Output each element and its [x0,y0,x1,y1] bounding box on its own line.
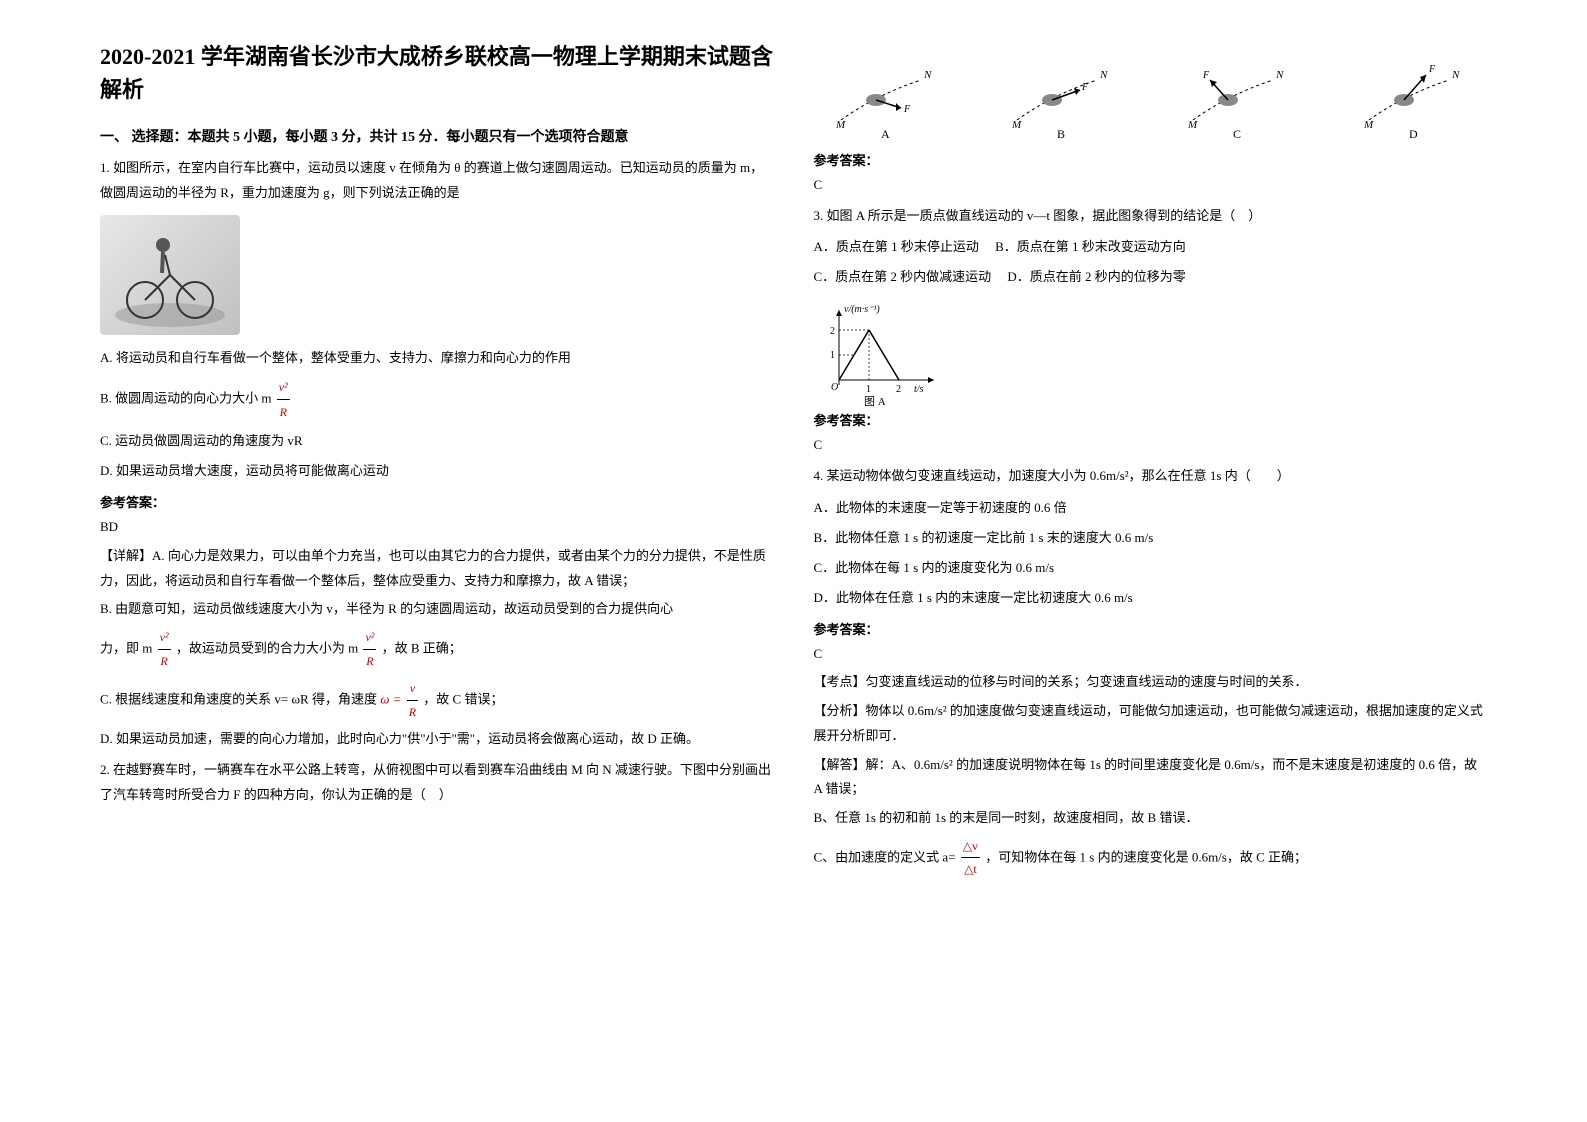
q3-optD: D．质点在前 2 秒内的位移为零 [1007,269,1185,284]
q1-explain3-suffix: ，故 C 错误； [423,691,503,706]
q1-explain2-frac2: v²R [363,626,376,673]
q1-optB: B. 做圆周运动的向心力大小 m v²R [100,375,774,424]
q1-explain3-prefix: C. 根据线速度和角速度的关系 v= ωR 得，角速度 [100,691,377,706]
q2-text: 2. 在越野赛车时，一辆赛车在水平公路上转弯，从俯视图中可以看到赛车沿曲线由 M… [100,758,774,807]
q2-label-D: D [1409,127,1418,140]
q1-explain2-frac1: v²R [158,626,171,673]
q3-optCD: C．质点在第 2 秒内做减速运动 D．质点在前 2 秒内的位移为零 [814,264,1488,290]
svg-text:M: M [835,119,846,131]
section-header: 一、 选择题：本题共 5 小题，每小题 3 分，共计 15 分．每小题只有一个选… [100,126,774,146]
svg-text:M: M [1187,119,1198,131]
q2-label-A: A [881,127,890,140]
svg-text:F: F [1202,70,1210,81]
page-container: 2020-2021 学年湖南省长沙市大成桥乡联校高一物理上学期期末试题含解析 一… [0,0,1587,925]
q4-kaodian: 【考点】匀变速直线运动的位移与时间的关系；匀变速直线运动的速度与时间的关系． [814,670,1488,695]
q1-explain2-mid: 力，即 m [100,640,152,655]
omega-formula: ω = [380,691,404,706]
svg-text:O: O [831,382,838,393]
q3-graph: 2 1 O 1 2 t/s v/(m·s⁻¹) 图 A [814,300,934,400]
q1-explain2-suffix: ，故 B 正确； [382,640,462,655]
svg-text:N: N [1099,69,1108,81]
q4-jieda3-frac: △v△t [961,835,980,882]
q2-diagram-A: M N F A [826,50,946,140]
q3-optAB: A．质点在第 1 秒末停止运动 B．质点在第 1 秒末改变运动方向 [814,234,1488,260]
q1-image [100,215,774,335]
svg-text:N: N [1275,69,1284,81]
q4-optA: A．此物体的末速度一定等于初速度的 0.6 倍 [814,495,1488,521]
q2-diagram-B: M N F B [1002,50,1122,140]
svg-text:N: N [1451,69,1460,81]
q4-jieda3-prefix: C、由加速度的定义式 a= [814,849,956,864]
q2-answer-label: 参考答案： [814,150,1488,169]
svg-text:2: 2 [896,384,901,395]
q2-answer: C [814,173,1488,198]
q3-text: 3. 如图 A 所示是一质点做直线运动的 v—t 图象，据此图象得到的结论是（ … [814,204,1488,229]
q1-answer-label: 参考答案： [100,492,774,511]
right-column: M N F A M N F B [814,40,1488,885]
q4-answer-label: 参考答案： [814,619,1488,638]
q1-explain1: 【详解】A. 向心力是效果力，可以由单个力充当，也可以由其它力的合力提供，或者由… [100,544,774,593]
svg-text:2: 2 [830,326,835,337]
q1-explain2a: B. 由题意可知，运动员做线速度大小为 v，半径为 R 的匀速圆周运动，故运动员… [100,597,774,622]
q2-diagram-C: M N F C [1178,50,1298,140]
q3-xlabel: t/s [914,384,924,395]
q4-answer: C [814,642,1488,667]
q4-jieda2: B、任意 1s 的初和前 1s 的末是同一时刻，故速度相同，故 B 错误． [814,806,1488,831]
svg-text:F: F [1081,82,1089,93]
svg-text:M: M [1363,119,1374,131]
q4-optB: B．此物体任意 1 s 的初速度一定比前 1 s 末的速度大 0.6 m/s [814,525,1488,551]
q1-optB-fraction: v²R [277,375,290,424]
q3-optC: C．质点在第 2 秒内做减速运动 [814,269,992,284]
bike-illustration [100,215,240,335]
q1-optB-prefix: B. 做圆周运动的向心力大小 m [100,391,272,406]
q3-optA: A．质点在第 1 秒末停止运动 [814,239,979,254]
q1-optA: A. 将运动员和自行车看做一个整体，整体受重力、支持力、摩擦力和向心力的作用 [100,345,774,371]
svg-text:M: M [1011,119,1022,131]
q2-diagrams: M N F A M N F B [814,50,1488,140]
q3-answer: C [814,433,1488,458]
q3-graph-label: 图 A [864,395,886,408]
svg-text:1: 1 [866,384,871,395]
q1-explain3: C. 根据线速度和角速度的关系 v= ωR 得，角速度 ω = vR ，故 C … [100,677,774,724]
svg-text:1: 1 [830,350,835,361]
q2-diagram-D: M N F D [1354,50,1474,140]
q4-jieda3-suffix: ，可知物体在每 1 s 内的速度变化是 0.6m/s，故 C 正确； [985,849,1307,864]
exam-title: 2020-2021 学年湖南省长沙市大成桥乡联校高一物理上学期期末试题含解析 [100,40,774,106]
q2-label-C: C [1233,127,1241,140]
q4-optC: C．此物体在每 1 s 内的速度变化为 0.6 m/s [814,555,1488,581]
q4-text: 4. 某运动物体做匀变速直线运动，加速度大小为 0.6m/s²，那么在任意 1s… [814,464,1488,489]
q1-optD: D. 如果运动员增大速度，运动员将可能做离心运动 [100,458,774,484]
q4-jieda1: 【解答】解：A、0.6m/s² 的加速度说明物体在每 1s 的时间里速度变化是 … [814,753,1488,802]
q1-explain3-frac: vR [407,677,418,724]
q1-text: 1. 如图所示，在室内自行车比赛中，运动员以速度 v 在倾角为 θ 的赛道上做匀… [100,156,774,205]
q1-explain4: D. 如果运动员加速，需要的向心力增加，此时向心力"供"小于"需"，运动员将会做… [100,727,774,752]
q1-answer: BD [100,515,774,540]
q1-optC: C. 运动员做圆周运动的角速度为 vR [100,428,774,454]
svg-text:F: F [1428,64,1436,75]
left-column: 2020-2021 学年湖南省长沙市大成桥乡联校高一物理上学期期末试题含解析 一… [100,40,774,885]
q4-jieda3: C、由加速度的定义式 a= △v△t ，可知物体在每 1 s 内的速度变化是 0… [814,835,1488,882]
q1-explain2b: 力，即 m v²R ，故运动员受到的合力大小为 m v²R ，故 B 正确； [100,626,774,673]
svg-text:N: N [923,69,932,81]
q2-label-B: B [1057,127,1065,140]
q3-ylabel: v/(m·s⁻¹) [844,304,880,315]
q3-optB: B．质点在第 1 秒末改变运动方向 [995,239,1186,254]
q4-optD: D．此物体在任意 1 s 内的末速度一定比初速度大 0.6 m/s [814,585,1488,611]
q4-fenxi: 【分析】物体以 0.6m/s² 的加速度做匀变速直线运动，可能做匀加速运动，也可… [814,699,1488,748]
svg-text:F: F [903,104,911,115]
q1-explain2-mid2: ，故运动员受到的合力大小为 m [176,640,358,655]
q3-answer-label: 参考答案： [814,410,1488,429]
